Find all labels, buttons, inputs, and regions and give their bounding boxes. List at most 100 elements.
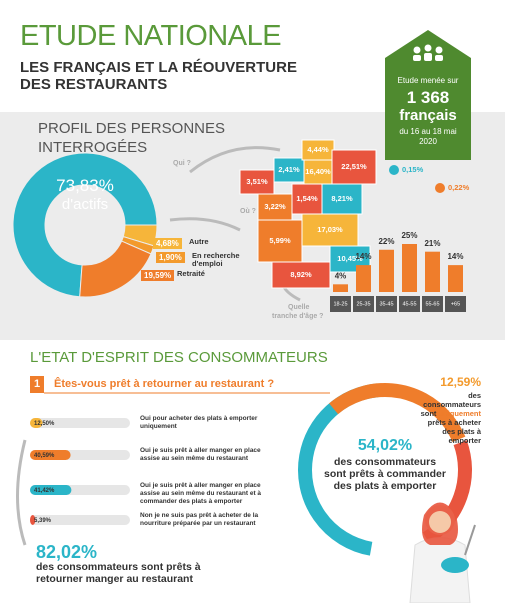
map-label: 0,22%: [448, 183, 470, 192]
donut-value: 73,83%: [56, 176, 114, 195]
question-number: 1: [33, 378, 41, 390]
progress-bar: [30, 485, 72, 495]
bar-label: 21%: [424, 239, 440, 248]
category-box: [353, 296, 374, 312]
bar: [448, 265, 463, 292]
where-label: Où ?: [240, 208, 256, 215]
progress-bar: [30, 418, 43, 428]
bar-label: 22%: [378, 237, 394, 246]
ring-percent: 54,02%: [357, 437, 413, 454]
map-label: 3,51%: [246, 177, 268, 186]
x-tick-label: 35-45: [379, 301, 393, 307]
subtitle: DES RESTAURANTS: [20, 76, 168, 93]
question-badge: [30, 376, 44, 393]
x-tick-label: +65: [451, 301, 460, 307]
map-region: [271, 261, 331, 289]
side-text-part: des consommateurs sont: [420, 391, 481, 418]
donut-category: d'actifs: [61, 196, 109, 213]
progress-label: 41,42%: [34, 488, 55, 494]
map-region: [389, 165, 399, 175]
side-percent: 12,59%: [440, 375, 481, 389]
donut-category: En recherche d'emploi: [192, 251, 240, 268]
bar-label: 14%: [447, 252, 463, 261]
map-region: [239, 169, 275, 195]
section-title: L'ETAT D'ESPRIT DES CONSOMMATEURS: [30, 349, 328, 366]
arrow: [189, 146, 281, 174]
map-region: [435, 183, 445, 193]
category-box: [330, 296, 351, 312]
map-label: 10,45%: [337, 254, 363, 263]
progress-category: Oui pour acheter des plats à emporter un…: [140, 415, 258, 430]
map-label: 17,03%: [317, 225, 343, 234]
bar: [333, 284, 348, 292]
progress-category: Oui je suis prêt à aller manger en place…: [140, 482, 262, 505]
progress-track: [30, 515, 130, 525]
map-region: [331, 149, 377, 185]
donut-slice: [79, 240, 152, 298]
progress-category: Non je ne suis pas prêt à acheter de la …: [140, 512, 259, 527]
progress-label: 5,39%: [34, 518, 52, 524]
title: ETUDE NATIONALE: [20, 20, 282, 52]
map-label: 2,41%: [278, 165, 300, 174]
map-label: 16,40%: [305, 167, 331, 176]
ring-text: des consommateurs sont prêts à commander…: [324, 456, 446, 492]
category-box: [399, 296, 420, 312]
progress-track: [30, 418, 130, 428]
map-label: 0,15%: [402, 165, 424, 174]
profile-title: PROFIL DES PERSONNES: [38, 120, 225, 137]
side-text: des consommateurs sont uniquement prêts …: [419, 391, 481, 445]
ring-arc: [298, 383, 472, 557]
bar: [425, 251, 440, 292]
summary-percent: 82,02%: [36, 542, 98, 562]
arrow: [169, 217, 241, 232]
bar: [356, 265, 371, 292]
badge-dates: 2020: [419, 137, 437, 146]
map-region: [301, 213, 359, 247]
progress-bar: [30, 450, 71, 460]
map-label: 4,44%: [307, 145, 329, 154]
x-tick-label: 25-35: [356, 301, 370, 307]
ring-arc: [298, 383, 472, 557]
x-tick-label: 55-65: [425, 301, 439, 307]
age-label: tranche d'âge ?: [272, 313, 324, 320]
map-region: [303, 159, 333, 185]
arrow: [16, 439, 27, 546]
side-text-part: prêts à acheter des plats à emporter: [427, 418, 481, 445]
category-box: [422, 296, 443, 312]
bar: [379, 249, 394, 292]
progress-bar: [30, 515, 36, 525]
donut-value: 19,59%: [141, 270, 175, 281]
map-label: 1,54%: [296, 194, 318, 203]
age-label: Quelle: [288, 304, 310, 311]
question: Êtes-vous prêt à retourner au restaurant…: [54, 378, 275, 390]
progress-category: Oui je suis prêt à aller manger en place…: [140, 447, 261, 462]
map-label: 22,51%: [341, 162, 367, 171]
bar-label: 25%: [401, 231, 417, 240]
badge-icons: [413, 44, 443, 61]
map-label: 8,92%: [290, 270, 312, 279]
map-label: 8,21%: [331, 194, 353, 203]
badge: [385, 30, 471, 160]
progress-label: 12,50%: [34, 421, 55, 427]
map-region: [257, 193, 293, 221]
progress-label: 40,59%: [34, 453, 55, 459]
bar-label: 4%: [335, 271, 347, 280]
map-label: 3,22%: [264, 202, 286, 211]
category-box: [376, 296, 397, 312]
donut-value: 4,68%: [153, 238, 182, 249]
map-region: [273, 157, 305, 183]
map-region: [257, 219, 303, 263]
map-region: [321, 183, 363, 215]
donut-slice: [12, 152, 158, 298]
bar: [402, 244, 417, 292]
x-tick-label: 45-55: [402, 301, 416, 307]
donut-category: Retraité: [177, 269, 205, 278]
side-emphasis: uniquement: [438, 409, 482, 418]
chef: [409, 502, 476, 603]
badge-intro: Etude menée sur: [397, 76, 459, 85]
category-box: [445, 296, 466, 312]
badge-unit: français: [399, 107, 457, 124]
badge-count: 1 368: [406, 88, 450, 107]
